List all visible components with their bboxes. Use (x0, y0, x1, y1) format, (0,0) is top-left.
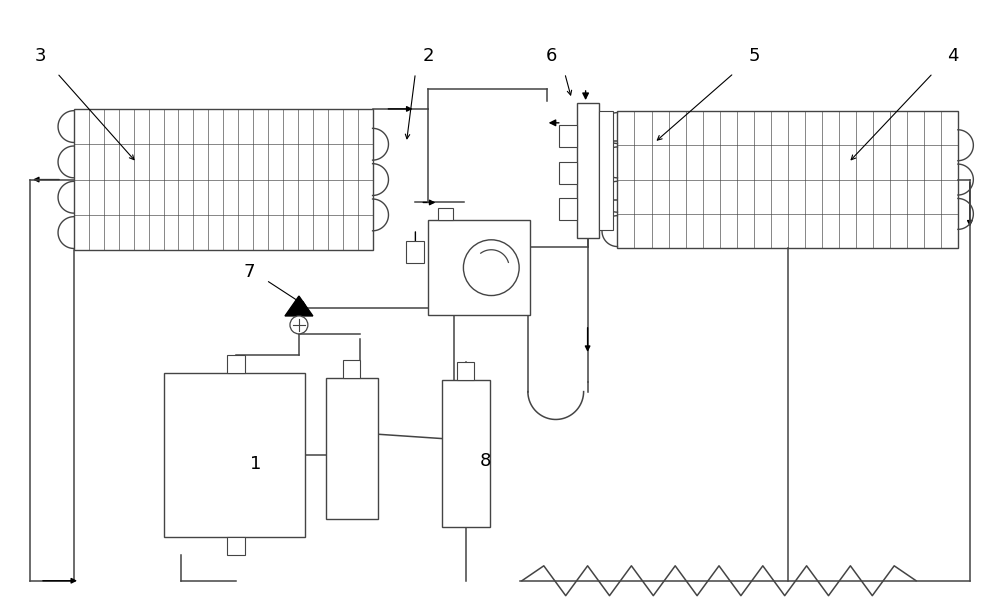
Bar (164, 373, 305, 537)
Bar (599, 111, 613, 231)
Bar (343, 360, 360, 378)
Bar (577, 103, 599, 239)
Bar (227, 537, 245, 555)
Text: 2: 2 (423, 47, 434, 65)
Text: 7: 7 (243, 263, 255, 281)
Bar (438, 209, 453, 220)
Bar (442, 379, 490, 527)
Polygon shape (285, 296, 313, 316)
Bar (406, 241, 424, 263)
Text: 8: 8 (479, 452, 491, 470)
Circle shape (290, 316, 308, 334)
Bar (457, 362, 474, 379)
Text: 5: 5 (748, 47, 760, 65)
Text: 1: 1 (250, 455, 262, 473)
Text: 6: 6 (546, 47, 557, 65)
Bar (428, 220, 530, 315)
Text: 4: 4 (947, 47, 959, 65)
Circle shape (463, 240, 519, 295)
Text: 3: 3 (34, 47, 46, 65)
Bar (227, 355, 245, 373)
Bar (326, 378, 378, 519)
Bar (617, 111, 958, 248)
Bar (559, 162, 577, 184)
Bar (74, 109, 373, 250)
Bar (559, 198, 577, 220)
Bar (559, 125, 577, 147)
